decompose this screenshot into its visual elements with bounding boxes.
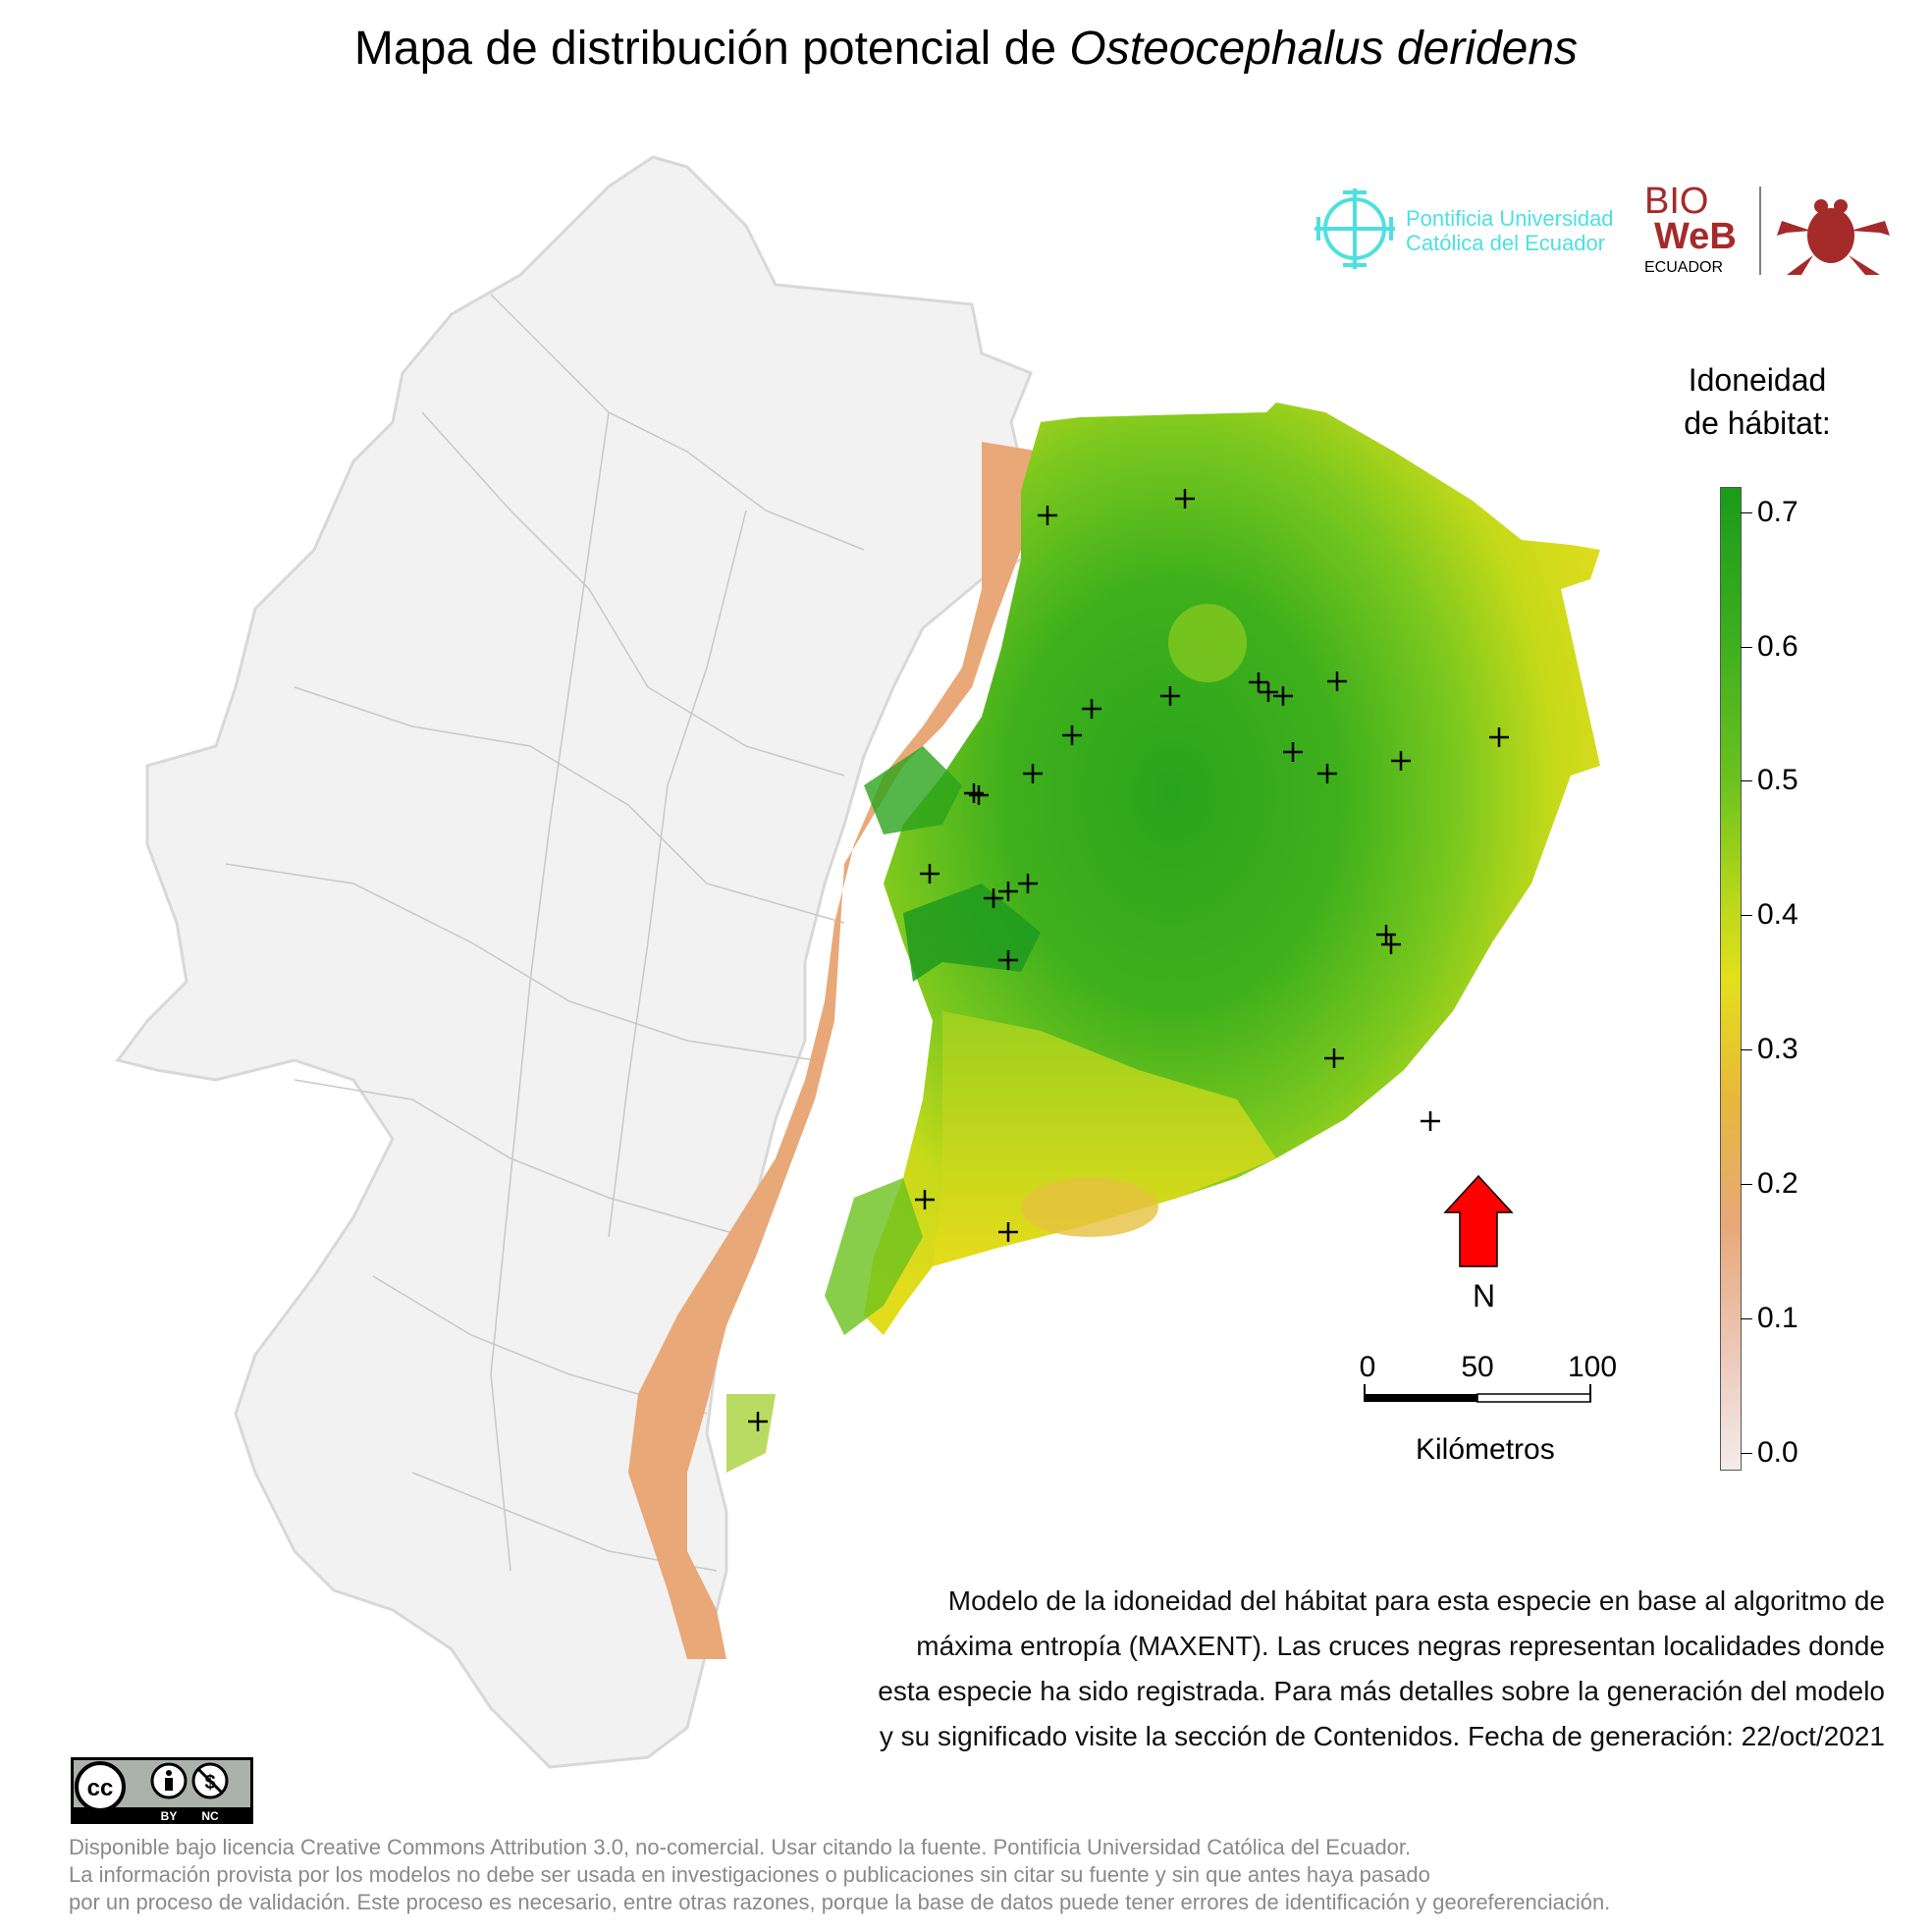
country-shape — [115, 155, 1043, 1769]
record-cross — [1489, 727, 1509, 747]
record-cross — [1249, 672, 1268, 692]
record-cross — [1082, 699, 1101, 719]
footer-line: Disponible bajo licencia Creative Common… — [69, 1835, 1412, 1859]
record-crosses — [748, 489, 1509, 1431]
andes-ridge-far-south — [726, 1394, 776, 1473]
record-cross — [1381, 935, 1401, 954]
legend-tick — [1741, 780, 1752, 781]
record-cross — [998, 1222, 1018, 1242]
svg-text:NC: NC — [201, 1809, 219, 1823]
record-cross — [748, 1412, 768, 1431]
record-cross — [1038, 506, 1057, 525]
record-cross — [984, 888, 1003, 908]
bioweb-bio: BIO — [1644, 182, 1708, 222]
description-line: Modelo de la idoneidad del hábitat para … — [947, 1585, 1885, 1616]
record-cross — [915, 1190, 935, 1209]
andes-ridge-high — [903, 884, 1041, 982]
footer-line: La información provista por los modelos … — [69, 1862, 1430, 1887]
record-cross — [1317, 764, 1337, 783]
andes-ridge-south — [825, 1178, 923, 1335]
record-cross — [1421, 1111, 1440, 1131]
record-cross — [1324, 1048, 1344, 1068]
province-borders — [225, 294, 865, 1572]
north-arrow-icon — [1443, 1174, 1514, 1267]
north-label: N — [1473, 1278, 1496, 1314]
record-cross — [1376, 925, 1396, 944]
map-title: Mapa de distribución potencial de Osteoc… — [0, 22, 1932, 76]
legend-tick-label: 0.5 — [1757, 764, 1798, 796]
puce-line1: Pontificia Universidad — [1406, 206, 1614, 231]
record-cross — [1327, 671, 1347, 691]
bioweb-logo: BIO WeB ECUADOR — [1644, 182, 1890, 276]
puce-line2: Católica del Ecuador — [1406, 231, 1606, 255]
legend-tick — [1741, 512, 1752, 513]
low-suitability-pocket — [1021, 1178, 1158, 1237]
legend-tick-label: 0.1 — [1757, 1302, 1798, 1334]
andes-ridge-high-2 — [864, 746, 962, 834]
puce-logo-text: Pontificia Universidad Católica del Ecua… — [1406, 206, 1614, 255]
scale-label-50: 50 — [1461, 1351, 1494, 1383]
legend-tick — [1741, 1184, 1752, 1185]
footer-line: por un proceso de validación. Este proce… — [69, 1890, 1611, 1914]
record-cross — [1283, 742, 1303, 762]
puce-logo-icon — [1315, 188, 1395, 269]
legend-tick — [1741, 647, 1752, 648]
record-cross — [1259, 682, 1278, 702]
legend-tick-label: 0.4 — [1757, 898, 1798, 931]
species-name: Osteocephalus deridens — [1069, 23, 1579, 75]
legend-tick-label: 0.2 — [1757, 1167, 1798, 1200]
frog-icon — [1777, 199, 1890, 275]
legend-tick — [1741, 915, 1752, 916]
legend-title-line2: de hábitat: — [1684, 405, 1831, 441]
title-prefix: Mapa de distribución potencial de — [353, 23, 1070, 75]
record-cross — [920, 864, 939, 884]
record-cross — [1160, 686, 1180, 706]
legend-color-bar — [1720, 487, 1742, 1471]
legend-tick — [1741, 1453, 1752, 1454]
record-cross — [1175, 489, 1195, 509]
legend-title-line1: Idoneidad — [1688, 362, 1827, 398]
description-line: esta especie ha sido registrada. Para má… — [878, 1676, 1885, 1706]
record-cross — [998, 882, 1018, 901]
scale-bar — [1364, 1384, 1591, 1403]
legend-tick — [1741, 1049, 1752, 1050]
low-suitability-zone — [628, 442, 1041, 1659]
legend-tick-label: 0.6 — [1757, 630, 1798, 663]
scale-label-0: 0 — [1359, 1351, 1376, 1383]
svg-text:cc: cc — [87, 1775, 114, 1801]
suitability-halo — [1168, 604, 1247, 682]
legend-tick-label: 0.7 — [1757, 496, 1798, 528]
bioweb-web: WeB — [1654, 216, 1737, 257]
svg-text:BY: BY — [161, 1809, 178, 1823]
record-cross — [1391, 751, 1411, 771]
record-cross — [1273, 686, 1293, 706]
map-description: Modelo de la idoneidad del hábitat para … — [687, 1579, 1885, 1759]
legend-tick-label: 0.0 — [1757, 1436, 1798, 1469]
scale-unit: Kilómetros — [1416, 1433, 1555, 1466]
license-footer: Disponible bajo licencia Creative Common… — [69, 1834, 1914, 1916]
description-line: y su significado visite la sección de Co… — [879, 1721, 1885, 1751]
bioweb-ecuador: ECUADOR — [1644, 259, 1723, 276]
suitability-south-zone — [933, 1011, 1276, 1266]
legend-tick-label: 0.3 — [1757, 1033, 1798, 1065]
legend-title: Idoneidad de hábitat: — [1649, 358, 1865, 445]
record-cross — [1023, 764, 1043, 783]
record-cross — [1062, 725, 1082, 745]
cc-icon — [75, 1761, 126, 1812]
record-cross — [998, 950, 1018, 970]
record-cross — [1018, 874, 1038, 893]
record-cross — [964, 783, 984, 803]
cc-license-badge: cc $ BY NC — [71, 1757, 253, 1824]
record-cross — [969, 785, 989, 805]
description-line: máxima entropía (MAXENT). Las cruces neg… — [916, 1631, 1885, 1661]
legend-tick — [1741, 1318, 1752, 1319]
scale-label-100: 100 — [1567, 1351, 1618, 1383]
